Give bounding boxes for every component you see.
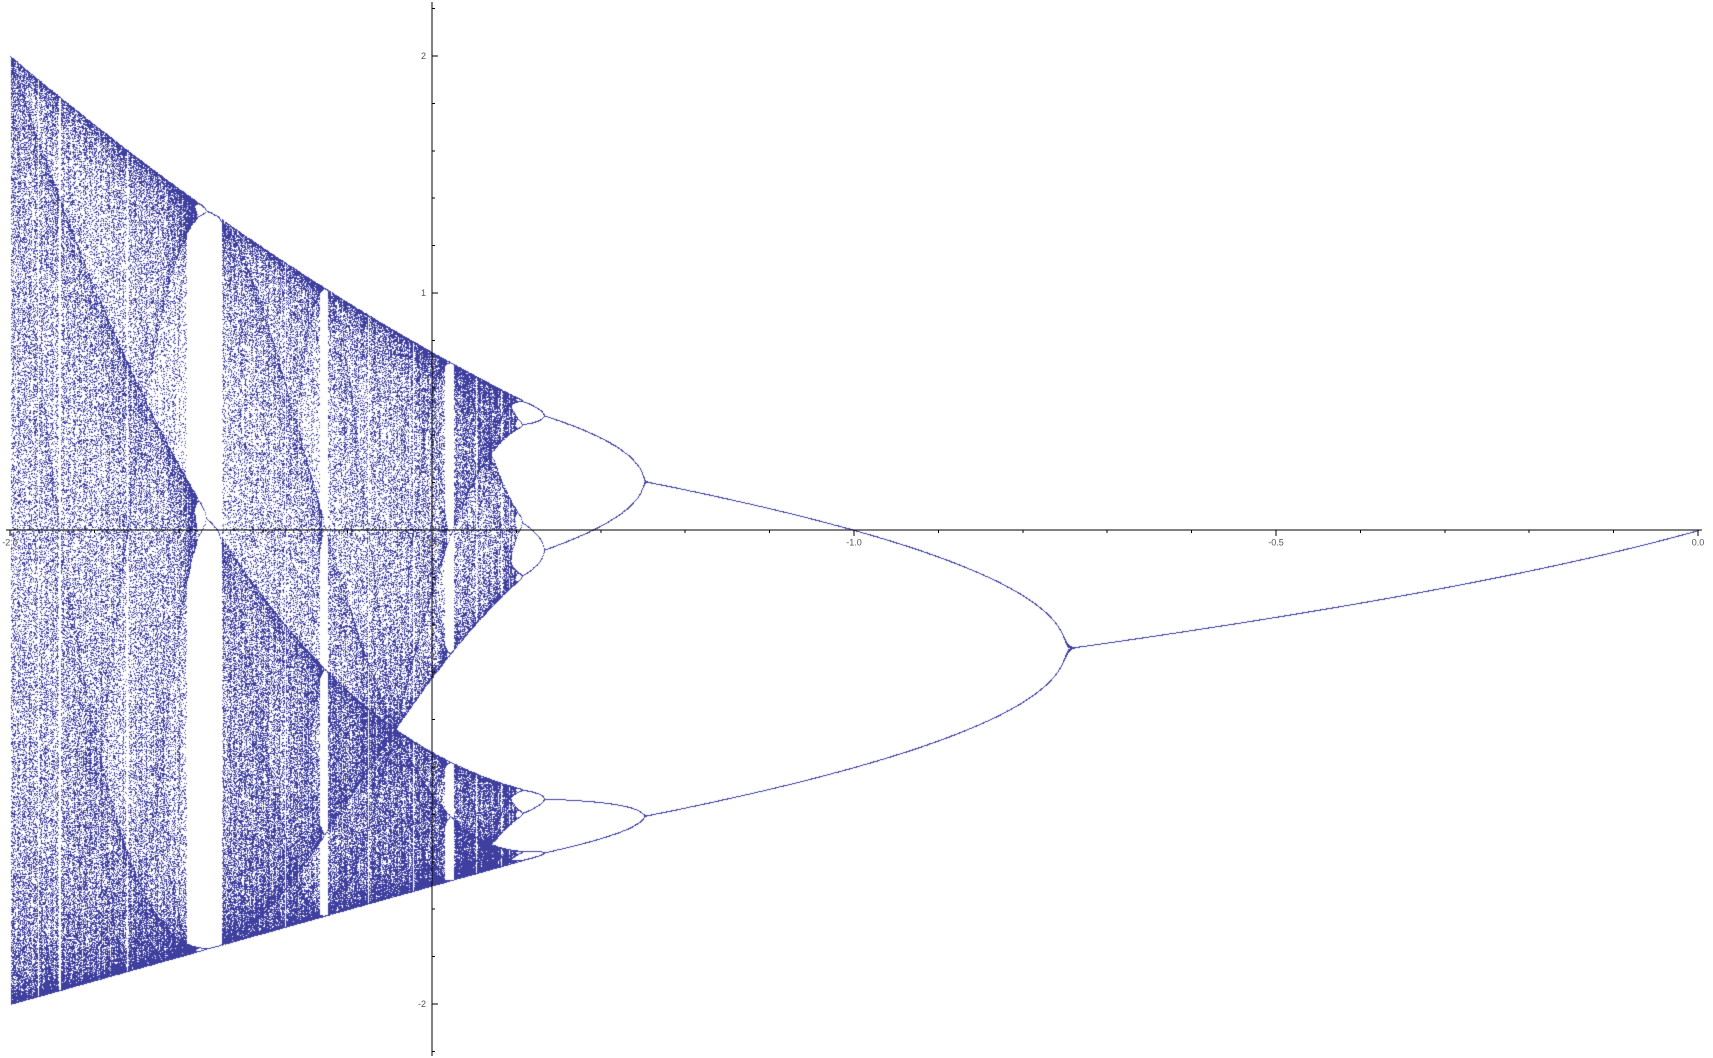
x-tick-label: -0.5 [1268,537,1284,547]
x-tick-label: -1.5 [424,537,440,547]
x-tick-label: -1.0 [846,537,862,547]
y-tick-label: -2 [418,999,426,1009]
y-tick-label: 2 [421,51,426,61]
x-tick-label: 0.0 [1692,537,1705,547]
y-tick-label: 1 [421,288,426,298]
y-tick-label: -1 [418,762,426,772]
x-tick-label: -2.0 [2,537,18,547]
